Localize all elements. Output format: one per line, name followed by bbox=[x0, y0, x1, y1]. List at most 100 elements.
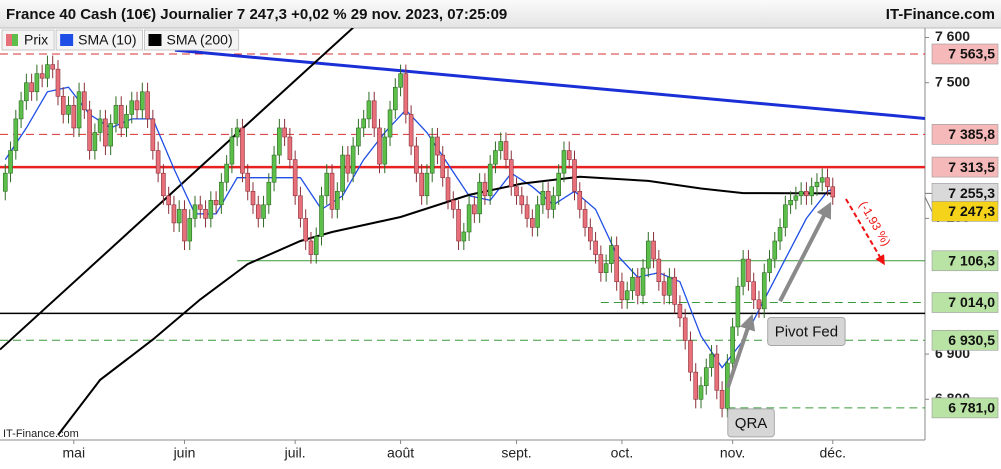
candle-body bbox=[108, 123, 113, 147]
annotation-text: Pivot Fed bbox=[775, 323, 838, 340]
candle-body bbox=[340, 154, 345, 192]
candle-body bbox=[535, 204, 540, 228]
candle-body bbox=[798, 190, 804, 197]
price-tag-box bbox=[931, 201, 999, 222]
candle-body bbox=[187, 218, 193, 242]
candle-body bbox=[614, 245, 619, 283]
legend-label: SMA (200) bbox=[166, 32, 232, 48]
candle-body bbox=[366, 100, 372, 120]
candle-body bbox=[224, 163, 229, 183]
candle-body bbox=[240, 127, 245, 174]
candle-body bbox=[661, 281, 667, 296]
candle-body bbox=[387, 109, 393, 138]
candle-body bbox=[8, 150, 13, 174]
candle-body bbox=[213, 200, 219, 206]
candle-body bbox=[656, 258, 662, 283]
candle-body bbox=[266, 181, 272, 206]
candle-body bbox=[582, 209, 588, 228]
candle-body bbox=[561, 150, 567, 174]
arrow bbox=[725, 313, 756, 389]
candle-body bbox=[392, 86, 398, 111]
price-tag-label: 7 385,8 bbox=[948, 126, 995, 142]
candle-body bbox=[34, 73, 40, 93]
candle-body bbox=[161, 172, 166, 197]
candle-body bbox=[319, 195, 324, 237]
candle-body bbox=[361, 118, 366, 129]
candle-body bbox=[313, 236, 319, 255]
candle-body bbox=[414, 145, 419, 174]
candle-body bbox=[761, 272, 767, 310]
candle-body bbox=[735, 285, 741, 328]
price-tag-label: 7 563,5 bbox=[948, 46, 995, 62]
candle-body bbox=[714, 353, 720, 391]
candle-body bbox=[245, 172, 251, 192]
candle-body bbox=[50, 64, 56, 70]
candle-body bbox=[97, 118, 103, 133]
candle-body bbox=[461, 231, 467, 242]
legend-swatch bbox=[6, 34, 12, 46]
candle-body bbox=[703, 367, 709, 387]
legend-item-box bbox=[55, 29, 143, 51]
candle-body bbox=[566, 150, 572, 160]
candle-body bbox=[298, 195, 303, 219]
annotation: QRA bbox=[727, 408, 775, 438]
candle-body bbox=[740, 258, 746, 287]
price-tag-label: 7 106,3 bbox=[948, 252, 995, 268]
plot-area bbox=[0, 28, 925, 436]
candle-body bbox=[783, 204, 788, 228]
price-tag-label: 7 247,3 bbox=[948, 203, 995, 219]
candle-body bbox=[329, 172, 335, 210]
candle-body bbox=[693, 371, 699, 400]
candle-body bbox=[698, 385, 704, 400]
arrow bbox=[778, 201, 832, 303]
candle-body bbox=[540, 190, 546, 206]
arrow-label: (-1,93 %) bbox=[856, 199, 893, 249]
candle-body bbox=[229, 136, 235, 165]
price-tag-box bbox=[931, 329, 999, 351]
candle-body bbox=[598, 254, 604, 273]
x-tick-label: sept. bbox=[501, 445, 531, 461]
candle-body bbox=[593, 240, 598, 255]
candle-body bbox=[55, 68, 61, 97]
candle-body bbox=[493, 150, 498, 165]
candle-body bbox=[324, 172, 330, 197]
candle-body bbox=[503, 141, 509, 160]
price-tag-box bbox=[931, 43, 999, 65]
candle-body bbox=[356, 127, 361, 147]
candle-body bbox=[287, 136, 293, 160]
candle-body bbox=[134, 100, 140, 111]
candle-body bbox=[403, 73, 409, 115]
candle-body bbox=[667, 276, 672, 296]
candle-body bbox=[772, 240, 778, 260]
candle-body bbox=[793, 195, 799, 201]
candle-body bbox=[545, 190, 551, 210]
candle-body bbox=[2, 172, 8, 192]
candle-body bbox=[39, 73, 45, 79]
candle-body bbox=[234, 127, 240, 138]
x-tick-label: mai bbox=[63, 445, 86, 461]
candle-body bbox=[87, 109, 92, 151]
candle-body bbox=[809, 186, 814, 197]
watermark: IT-Finance.com bbox=[3, 428, 79, 440]
y-tick-label: 7 600 bbox=[935, 28, 970, 44]
candle-body bbox=[456, 209, 461, 242]
candle-body bbox=[677, 304, 683, 319]
trendline bbox=[0, 28, 355, 351]
chart-title: France 40 Cash (10€) Journalier 7 247,3 … bbox=[6, 6, 507, 23]
candle-body bbox=[751, 281, 757, 301]
candle-body bbox=[103, 118, 108, 147]
candle-body bbox=[688, 340, 693, 373]
candle-body bbox=[203, 209, 208, 219]
sma-line bbox=[4, 86, 834, 369]
candle-body bbox=[408, 114, 414, 147]
arrow bbox=[845, 198, 885, 266]
candle-body bbox=[472, 204, 477, 215]
candle-body bbox=[182, 209, 187, 242]
x-tick-label: nov. bbox=[720, 445, 745, 461]
price-tag-box bbox=[931, 250, 999, 272]
candle-body bbox=[382, 136, 388, 165]
annotation-box bbox=[767, 316, 846, 346]
candle-body bbox=[350, 145, 356, 174]
candle-body bbox=[477, 181, 482, 215]
